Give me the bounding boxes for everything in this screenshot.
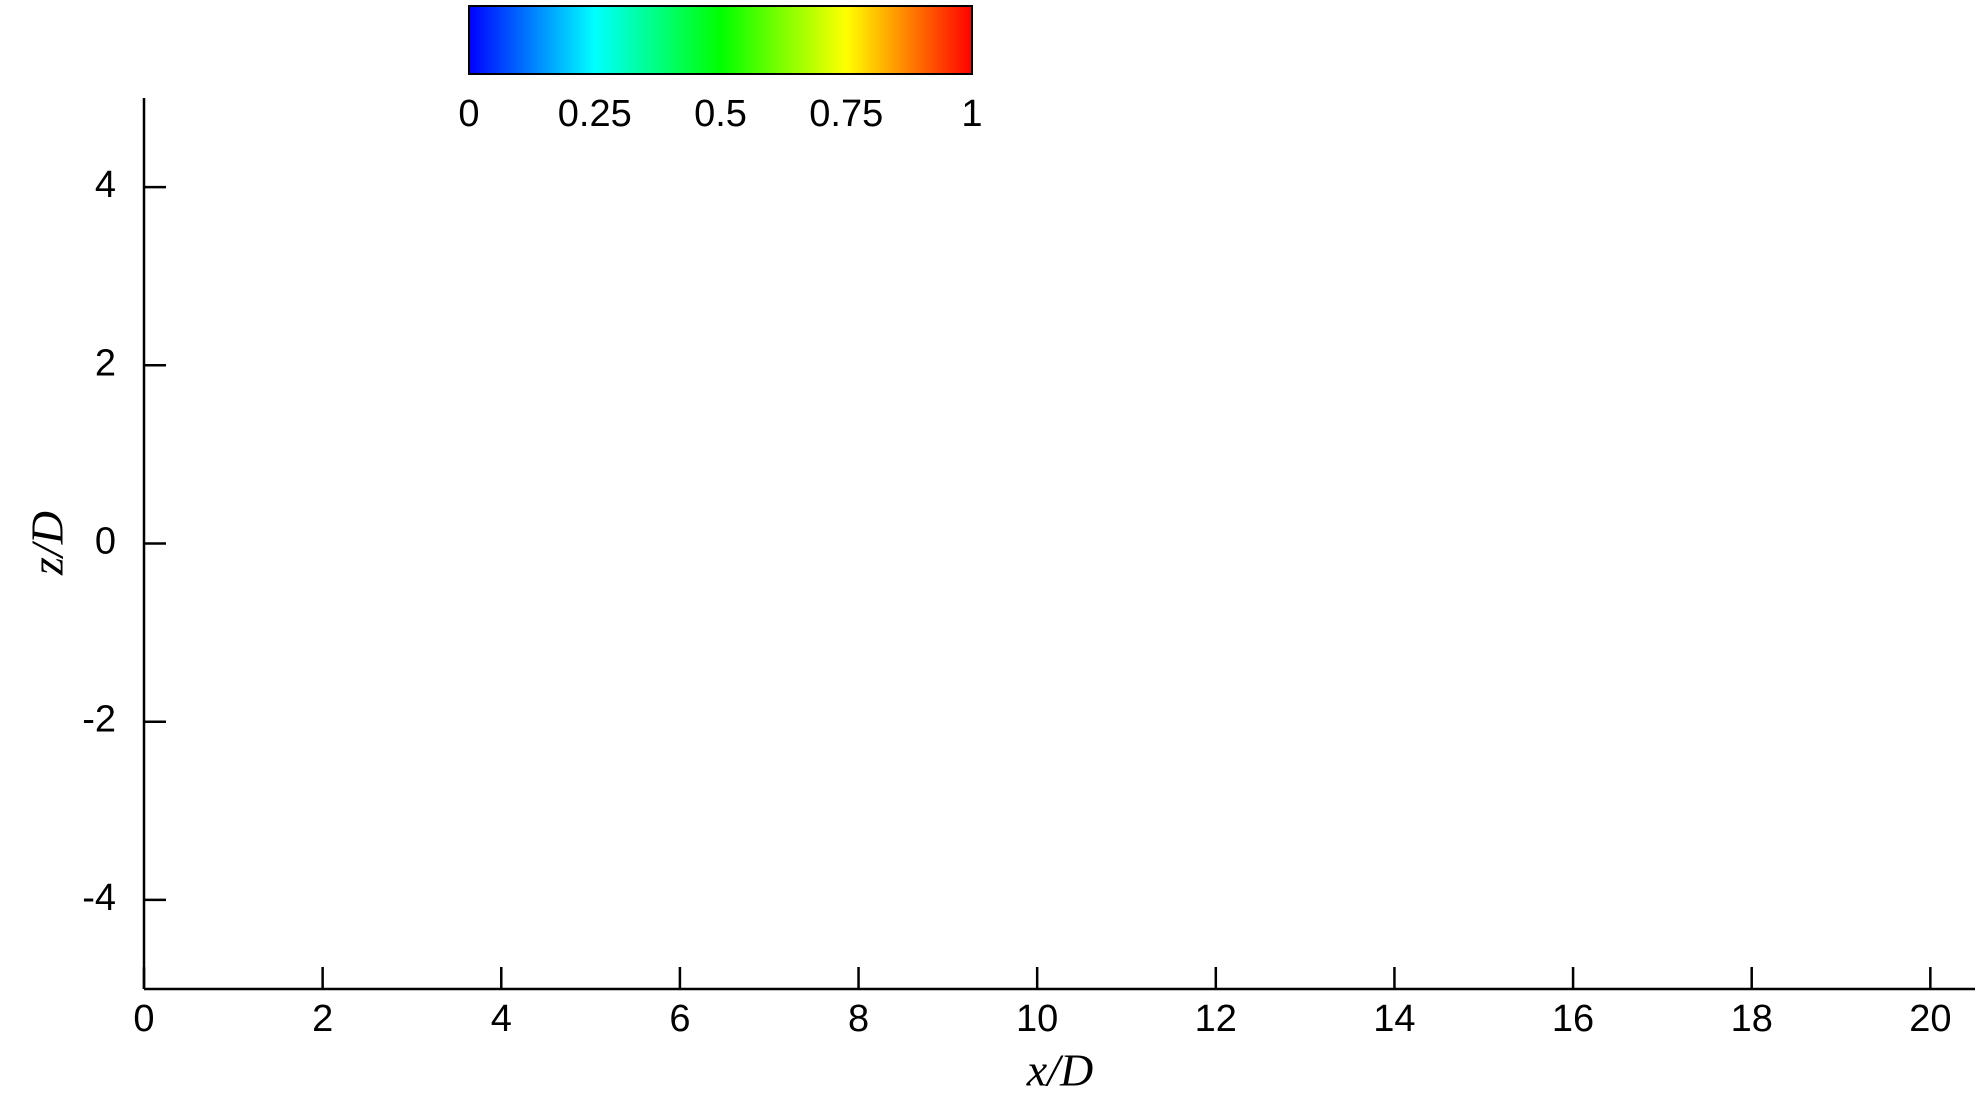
y-tick-label: 0 (95, 521, 116, 563)
y-tick-label: 4 (95, 164, 116, 206)
y-tick-label: 2 (95, 342, 116, 384)
x-tick-label: 14 (1373, 998, 1415, 1040)
x-tick-label: 0 (133, 998, 154, 1040)
x-tick-label: 4 (491, 998, 512, 1040)
y-tick-label: -4 (82, 877, 116, 919)
x-tick-label: 10 (1016, 998, 1058, 1040)
y-axis-title: z/D (22, 511, 73, 576)
x-tick-label: 6 (669, 998, 690, 1040)
y-tick-label: -2 (82, 699, 116, 741)
x-tick-label: 2 (312, 998, 333, 1040)
colorbar-tick-label: 0 (458, 93, 479, 135)
x-tick-label: 8 (848, 998, 869, 1040)
colorbar-tick-label: 0.75 (809, 93, 883, 135)
x-tick-label: 20 (1909, 998, 1951, 1040)
colorbar-tick-label: 0.5 (694, 93, 747, 135)
x-axis-title: x/D (1026, 1045, 1093, 1096)
x-tick-label: 16 (1552, 998, 1594, 1040)
colorbar-tick-label: 1 (961, 93, 982, 135)
colorbar-tick-label: 0.25 (558, 93, 632, 135)
colorbar (468, 5, 973, 75)
x-tick-label: 18 (1731, 998, 1773, 1040)
x-tick-label: 12 (1195, 998, 1237, 1040)
